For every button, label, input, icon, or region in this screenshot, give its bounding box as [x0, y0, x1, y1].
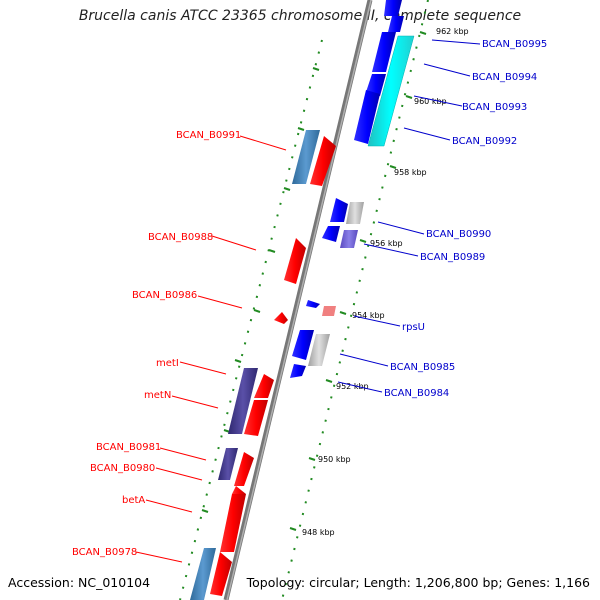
gene-feature-meti[interactable] [254, 374, 274, 398]
gene-label[interactable]: rpsU [402, 322, 425, 333]
backbone-highlight [226, 0, 372, 600]
gene-label[interactable]: BCAN_B0995 [482, 39, 547, 50]
gene-feature-bcan-b0989[interactable] [340, 230, 358, 248]
gene-label[interactable]: BCAN_B0988 [148, 232, 213, 243]
gene-label[interactable]: BCAN_B0984 [384, 388, 449, 399]
gene-feature-bcan-b0988[interactable] [284, 238, 306, 284]
gene-label[interactable]: BCAN_B0994 [472, 72, 537, 83]
gene-label[interactable]: BCAN_B0989 [420, 252, 485, 263]
gene-label[interactable]: BCAN_B0986 [132, 290, 197, 301]
gene-feature-cyan[interactable] [367, 35, 415, 147]
gene-feature-rpsu[interactable] [322, 306, 336, 316]
kbp-label: 960 kbp [414, 97, 447, 106]
gene-feature-bcan-b0978[interactable] [210, 552, 232, 596]
gene-label[interactable]: BCAN_B0992 [452, 136, 517, 147]
gene-feature-bcan-b0993[interactable] [366, 74, 386, 96]
gene-feature-beta[interactable] [220, 494, 246, 552]
kbp-label: 948 kbp [302, 528, 335, 537]
gene-label[interactable]: BCAN_B0985 [390, 362, 455, 373]
left-tick-track [179, 39, 323, 600]
gene-feature-blue-989a[interactable] [322, 226, 340, 242]
kbp-label: 952 kbp [336, 382, 369, 391]
gene-feature-blue-rps[interactable] [306, 300, 320, 308]
gene-label[interactable]: BCAN_B0978 [72, 547, 137, 558]
major-ticks [201, 31, 427, 531]
gene-feature-bcan-b0994[interactable] [372, 32, 396, 72]
gene-feature-bcan-b0992[interactable] [354, 90, 380, 144]
chromosome-backbone [223, 0, 373, 600]
gene-feature-bcan-b0991[interactable] [310, 136, 336, 186]
gene-label[interactable]: BCAN_B0980 [90, 463, 155, 474]
gene-feature-steelblue-978[interactable] [190, 548, 216, 600]
gene-feature-blue-small[interactable] [388, 16, 404, 32]
map-title: Brucella canis ATCC 23365 chromosome II,… [78, 8, 522, 24]
gene-feature-bcan-b0986[interactable] [274, 312, 288, 324]
gene-feature-beta-tip[interactable] [232, 486, 246, 494]
gene-feature-bcan-b0981[interactable] [218, 448, 238, 480]
gene-label[interactable]: betA [122, 495, 145, 506]
kbp-label: 954 kbp [352, 311, 385, 320]
right-tick-track [281, 0, 429, 600]
left-leader-lines [135, 135, 287, 563]
gene-feature-blue-985a[interactable] [292, 330, 314, 360]
gene-feature-bcan-b0984[interactable] [290, 364, 306, 378]
gene-feature-steelblue-991[interactable] [292, 130, 320, 184]
gene-feature-bcan-b0985[interactable] [308, 334, 330, 366]
gene-feature-bcan-b0995[interactable] [384, 0, 402, 16]
gene-feature-metn[interactable] [244, 400, 268, 436]
gene-label[interactable]: BCAN_B0990 [426, 229, 491, 240]
accession-text: Accession: NC_010104 [8, 575, 151, 590]
gene-label[interactable]: metN [144, 390, 171, 401]
kbp-label: 962 kbp [436, 27, 469, 36]
right-leader-lines [337, 39, 481, 393]
gene-label[interactable]: BCAN_B0991 [176, 130, 241, 141]
kbp-label: 950 kbp [318, 455, 351, 464]
topology-text: Topology: circular; Length: 1,206,800 bp… [246, 575, 590, 590]
gene-feature-bcan-b0980[interactable] [234, 452, 254, 486]
kbp-label: 956 kbp [370, 239, 403, 248]
gene-label[interactable]: BCAN_B0981 [96, 442, 161, 453]
gene-label[interactable]: metI [156, 358, 179, 369]
gene-label[interactable]: BCAN_B0993 [462, 102, 527, 113]
gene-feature-meti-purple[interactable] [228, 368, 258, 434]
gene-feature-grey-990[interactable] [346, 202, 364, 224]
kbp-label: 958 kbp [394, 168, 427, 177]
gene-feature-bcan-b0990[interactable] [330, 198, 348, 222]
